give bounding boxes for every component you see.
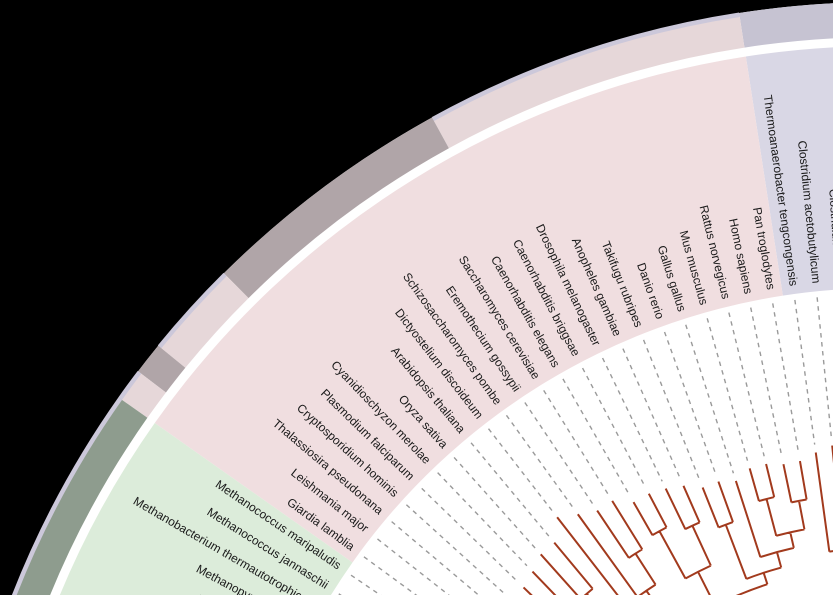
ring-outer-trim bbox=[11, 397, 123, 595]
ring-segment-lavender bbox=[739, 3, 833, 48]
leaf-connector bbox=[794, 299, 816, 445]
sector-archaea bbox=[59, 422, 353, 595]
leaf-connector bbox=[505, 414, 574, 509]
leaf-connector bbox=[543, 390, 609, 495]
leaf-connector bbox=[728, 312, 765, 457]
leaf-connector bbox=[524, 402, 594, 505]
ring-segment-mauve bbox=[138, 345, 186, 393]
leaf-connector bbox=[421, 487, 519, 583]
leaf-connector bbox=[562, 378, 631, 496]
ring-outer-trim bbox=[118, 371, 142, 400]
tree-branches[interactable] bbox=[451, 439, 833, 595]
leaf-connector bbox=[772, 303, 800, 454]
ring-segment-mauve bbox=[223, 117, 449, 299]
ring-outer-trim bbox=[157, 272, 227, 349]
leaf-connector bbox=[377, 538, 450, 595]
leaf-connector bbox=[816, 297, 833, 438]
leaf-connector bbox=[706, 318, 749, 461]
sector-eukaryota bbox=[154, 56, 783, 563]
leaf-connector bbox=[470, 442, 550, 537]
leaf-connector bbox=[622, 348, 681, 479]
leaf-connector bbox=[750, 307, 783, 457]
ring-segment-green bbox=[12, 397, 148, 595]
ring-segment-pink bbox=[158, 273, 249, 368]
leaf-connector bbox=[581, 367, 646, 487]
leaf-connector bbox=[642, 339, 701, 481]
leaf-connector bbox=[685, 324, 735, 474]
leaf-label[interactable]: Clostridium tetani bbox=[826, 188, 833, 281]
leaf-connector bbox=[663, 331, 717, 475]
leaf-connector bbox=[437, 472, 528, 567]
leaf-connector bbox=[405, 504, 507, 595]
sector-bacteria bbox=[745, 47, 833, 296]
leaf-connector bbox=[453, 456, 536, 549]
ring-segment-pink bbox=[432, 12, 745, 149]
